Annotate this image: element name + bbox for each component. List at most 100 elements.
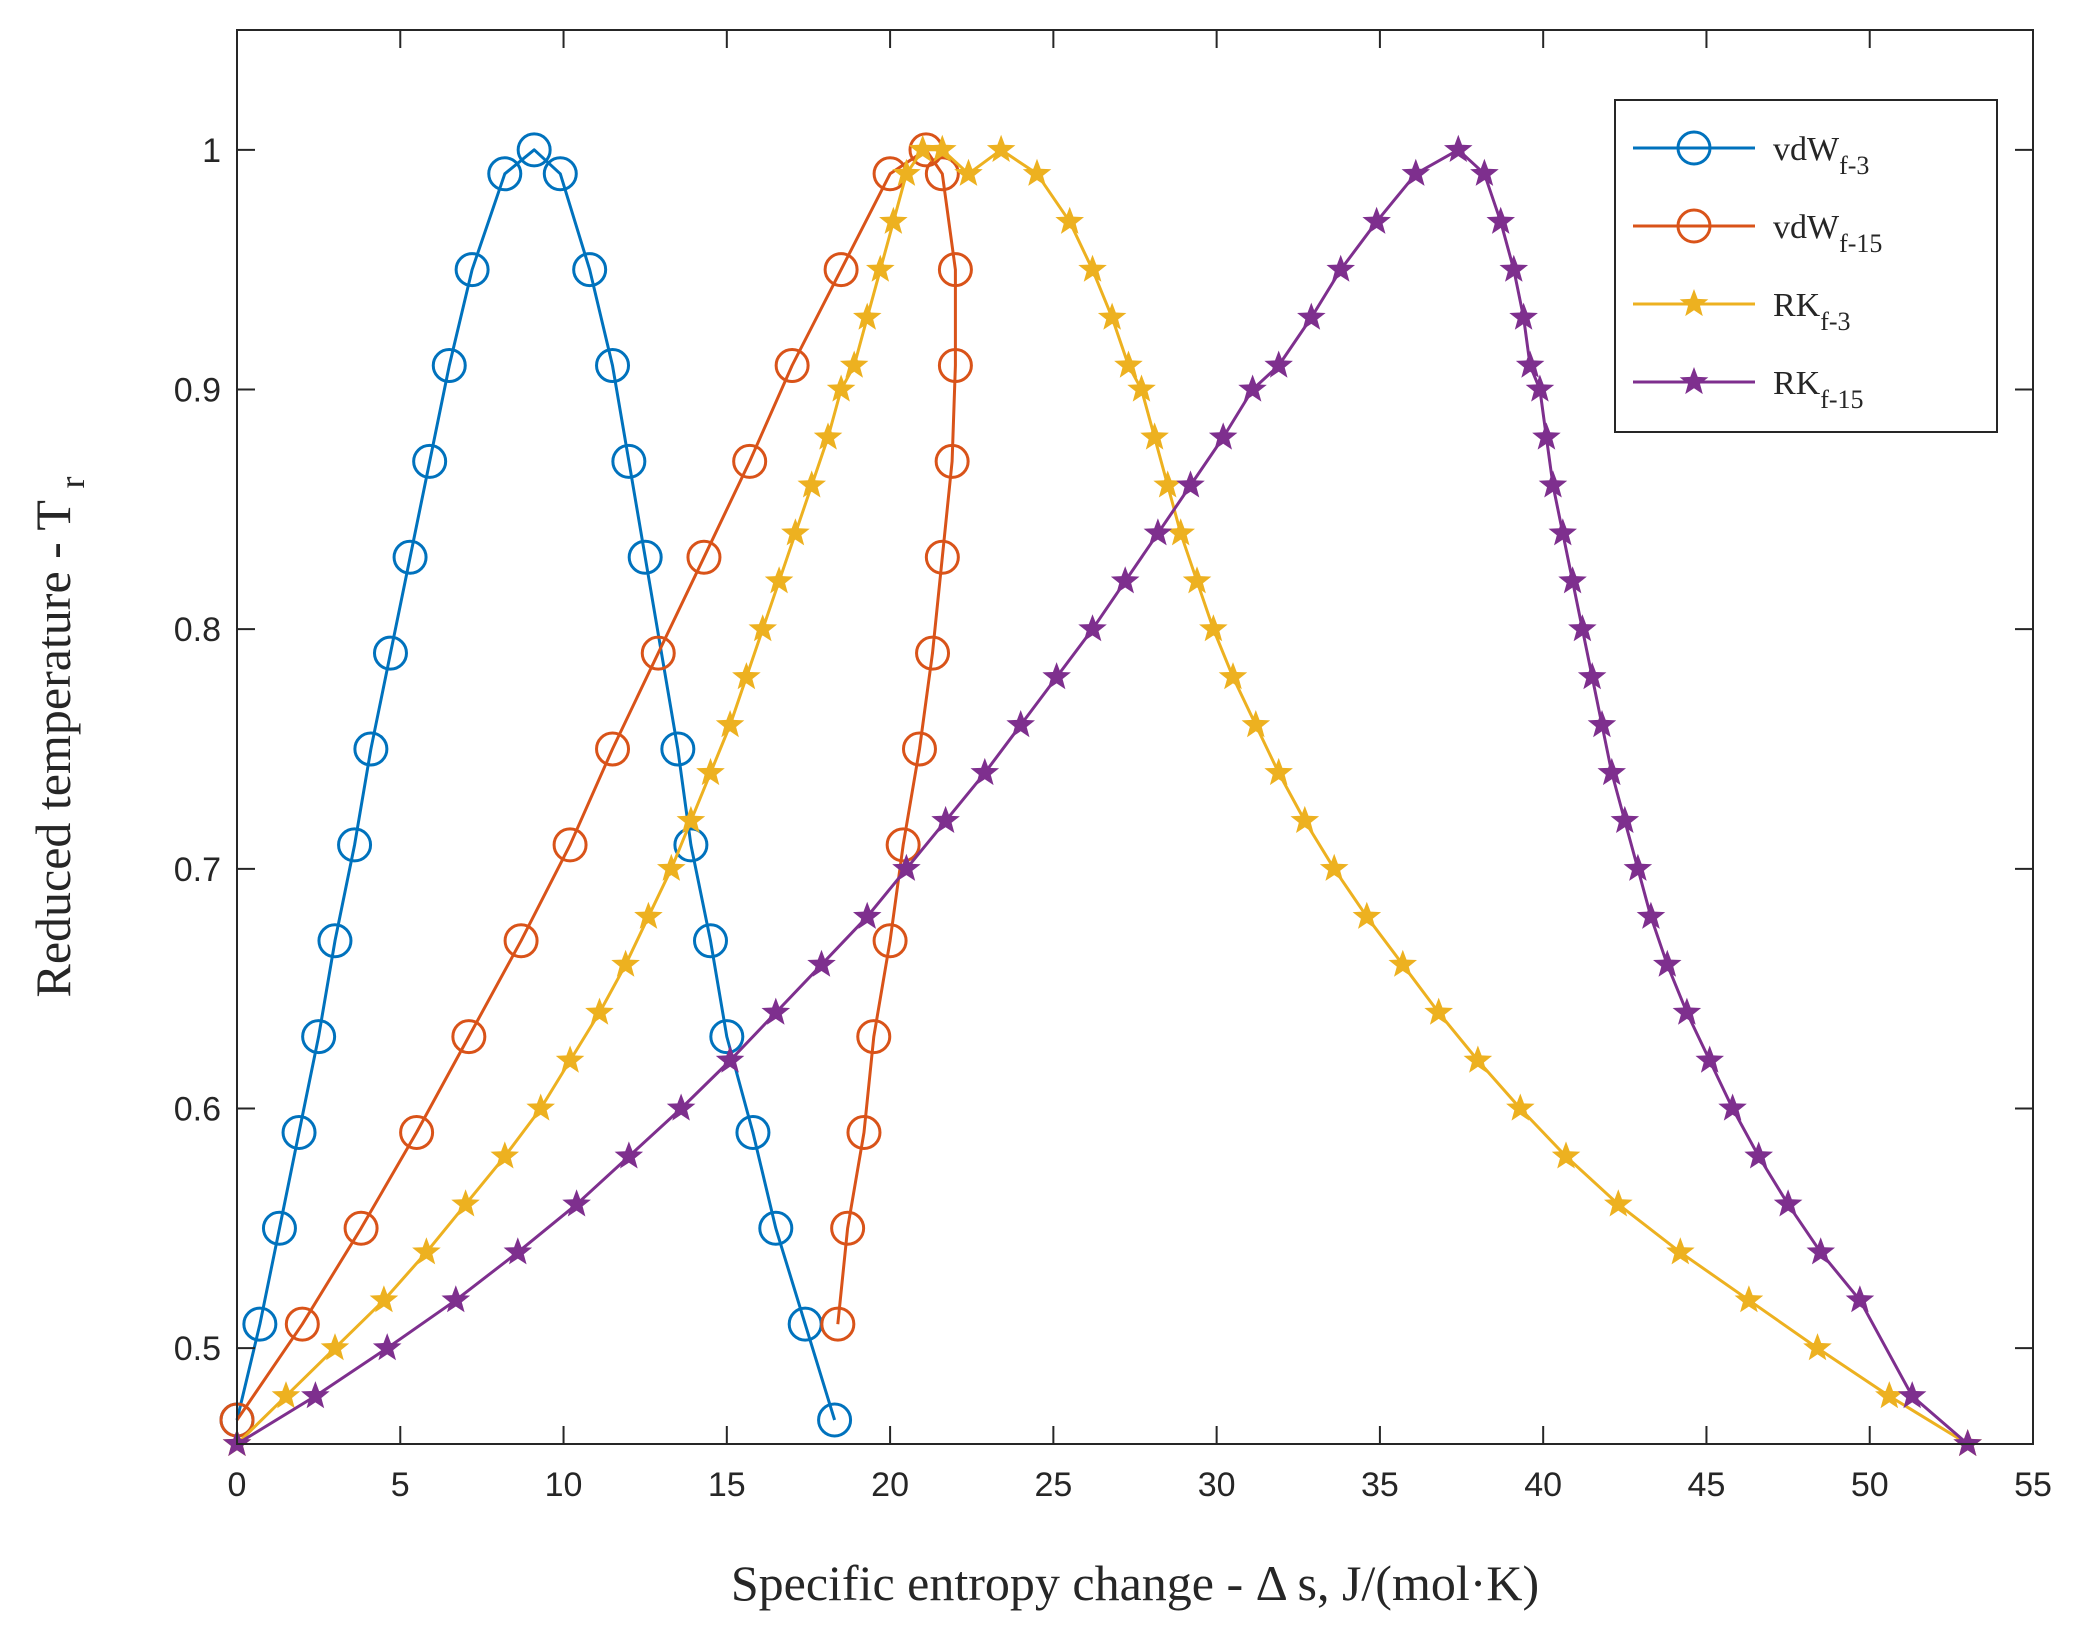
data-point bbox=[676, 805, 706, 833]
tick-layer: 0 5 10 15 20 25 30 35 40 45 50 55 0.5 0.6 0.7 0.8 0.9 1 bbox=[174, 30, 2052, 1504]
data-point bbox=[715, 710, 745, 738]
data-point bbox=[634, 901, 663, 929]
data-point bbox=[503, 1237, 533, 1265]
data-point bbox=[1653, 949, 1682, 977]
data-point bbox=[1806, 1237, 1835, 1265]
data-point bbox=[353, 731, 389, 767]
data-point bbox=[830, 1210, 866, 1246]
data-point bbox=[1509, 302, 1538, 330]
data-point bbox=[1744, 1141, 1773, 1169]
data-point bbox=[1352, 901, 1382, 929]
data-point bbox=[454, 252, 490, 288]
data-point bbox=[764, 566, 794, 594]
data-point bbox=[928, 134, 957, 162]
data-point bbox=[1499, 254, 1529, 282]
data-point bbox=[781, 518, 810, 546]
x-tick-label: 25 bbox=[1034, 1466, 1072, 1504]
data-point bbox=[640, 635, 676, 671]
data-point bbox=[487, 156, 523, 192]
data-point bbox=[915, 635, 951, 671]
data-point bbox=[1463, 1045, 1493, 1073]
x-tick-label: 55 bbox=[2014, 1466, 2052, 1504]
data-point bbox=[1362, 206, 1391, 234]
data-point bbox=[934, 443, 970, 479]
data-point bbox=[846, 1114, 882, 1150]
x-tick-label: 20 bbox=[871, 1466, 909, 1504]
data-point bbox=[732, 443, 768, 479]
data-point bbox=[412, 443, 448, 479]
data-point bbox=[839, 350, 869, 378]
data-point bbox=[1297, 302, 1326, 330]
data-point bbox=[1515, 350, 1545, 378]
data-point bbox=[1055, 206, 1084, 234]
data-point bbox=[1127, 374, 1156, 402]
data-point bbox=[1568, 614, 1597, 642]
data-point bbox=[885, 827, 921, 863]
legend-label: vdWf-3 bbox=[1773, 131, 1869, 180]
data-point bbox=[301, 1381, 330, 1409]
data-point bbox=[320, 1333, 350, 1361]
data-point bbox=[797, 470, 826, 498]
x-tick-label: 40 bbox=[1524, 1466, 1562, 1504]
data-point bbox=[372, 1333, 402, 1361]
legend-label: RKf-15 bbox=[1773, 365, 1864, 414]
data-point bbox=[281, 1114, 317, 1150]
data-point bbox=[503, 923, 539, 959]
y-tick-label: 0.7 bbox=[174, 851, 221, 889]
data-point bbox=[392, 539, 428, 575]
data-point bbox=[696, 757, 725, 786]
data-point bbox=[1078, 254, 1107, 282]
data-point bbox=[892, 158, 921, 186]
data-point bbox=[1110, 566, 1140, 594]
data-point bbox=[242, 1306, 278, 1342]
data-point bbox=[1022, 158, 1052, 186]
data-point bbox=[853, 302, 882, 330]
data-point bbox=[692, 923, 728, 959]
data-point bbox=[1587, 710, 1617, 738]
data-point bbox=[954, 158, 983, 186]
data-point bbox=[1506, 1093, 1535, 1121]
data-point bbox=[1182, 566, 1212, 594]
data-point bbox=[1290, 805, 1320, 833]
data-point bbox=[1486, 206, 1515, 234]
data-point bbox=[817, 1402, 853, 1438]
data-point bbox=[937, 252, 973, 288]
data-point bbox=[866, 254, 895, 282]
data-point bbox=[732, 662, 761, 690]
legend-marker bbox=[1676, 208, 1712, 244]
data-point bbox=[1470, 158, 1499, 186]
data-point bbox=[1845, 1285, 1875, 1313]
x-tick-label: 0 bbox=[228, 1466, 247, 1504]
data-point bbox=[555, 1045, 585, 1073]
data-point bbox=[715, 1045, 745, 1073]
y-tick-label: 0.8 bbox=[174, 611, 221, 649]
data-point bbox=[1326, 254, 1355, 282]
legend-label-main: vdW bbox=[1773, 209, 1840, 246]
legend-label-main: RK bbox=[1773, 365, 1821, 402]
data-point bbox=[673, 827, 709, 863]
data-point bbox=[660, 731, 696, 767]
data-point bbox=[552, 827, 588, 863]
y-axis-title: Reduced temperature - T r bbox=[25, 476, 92, 997]
data-point bbox=[807, 949, 836, 977]
legend-label: vdWf-15 bbox=[1773, 209, 1882, 258]
legend-entry: RKf-15 bbox=[1633, 365, 1864, 414]
data-point bbox=[735, 1114, 771, 1150]
data-point bbox=[1734, 1285, 1764, 1313]
data-point bbox=[1718, 1093, 1747, 1121]
data-point bbox=[1143, 518, 1173, 546]
data-point bbox=[1208, 422, 1238, 450]
legend-entry: vdWf-3 bbox=[1633, 130, 1869, 180]
data-point bbox=[686, 539, 722, 575]
data-point bbox=[1548, 518, 1577, 546]
data-point bbox=[1153, 470, 1182, 498]
data-point bbox=[284, 1306, 320, 1342]
data-point bbox=[1525, 374, 1555, 402]
series-line bbox=[236, 148, 1969, 1446]
data-point bbox=[337, 827, 373, 863]
data-point bbox=[748, 614, 777, 642]
x-tick-label: 50 bbox=[1851, 1466, 1889, 1504]
data-point bbox=[1176, 470, 1205, 498]
data-point bbox=[823, 252, 859, 288]
data-point bbox=[1319, 853, 1349, 881]
